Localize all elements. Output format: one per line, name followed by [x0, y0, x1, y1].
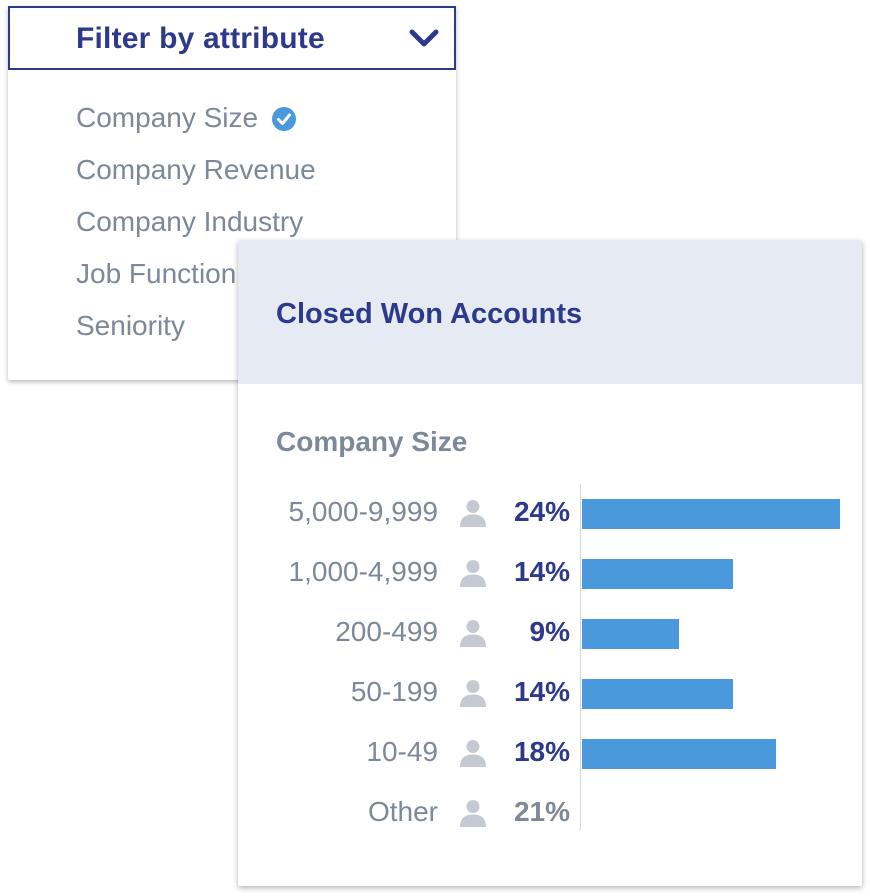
percent-label: 14% [513, 556, 570, 587]
card-title: Closed Won Accounts [276, 298, 583, 330]
filter-options-list: Company Size Company Revenue Company Ind… [76, 98, 316, 358]
category-label: 5,000-9,999 [288, 496, 438, 527]
percent-label: 21% [513, 796, 570, 827]
chart-row: 10-49 18% [238, 724, 862, 784]
filter-option-company-revenue[interactable]: Company Revenue [76, 150, 316, 202]
filter-option-company-industry[interactable]: Company Industry [76, 202, 316, 254]
bar [582, 619, 679, 649]
chart-row: 5,000-9,999 24% [238, 484, 862, 544]
filter-dropdown: Filter by attribute Company Size Company… [8, 6, 456, 380]
bar [582, 499, 840, 529]
chart-row: 1,000-4,999 14% [238, 544, 862, 604]
bar [582, 679, 733, 709]
percent-label: 9% [529, 616, 570, 647]
filter-option-label: Job Function [76, 258, 237, 289]
filter-option-company-size[interactable]: Company Size [76, 98, 316, 150]
company-size-bar-chart: 5,000-9,999 24% 1,000-4,999 14% 200-499 9% 50-… [238, 484, 862, 844]
category-label: 10-49 [366, 736, 438, 767]
person-icon [458, 498, 488, 528]
filter-option-label: Company Size [76, 102, 259, 133]
check-circle-icon [272, 107, 297, 131]
bar [582, 739, 776, 769]
card-header: Closed Won Accounts [238, 240, 862, 384]
bar [582, 559, 733, 589]
person-icon [458, 618, 488, 648]
category-label: 200-499 [335, 616, 438, 647]
filter-dropdown-toggle[interactable]: Filter by attribute [8, 6, 456, 70]
section-title: Company Size [276, 426, 468, 457]
chart-row: 200-499 9% [238, 604, 862, 664]
chevron-down-icon[interactable] [408, 26, 440, 50]
chart-row: Other 21% [238, 784, 862, 844]
filter-option-label: Company Revenue [76, 154, 316, 185]
person-icon [458, 558, 488, 588]
percent-label: 18% [513, 736, 570, 767]
closed-won-accounts-card: Closed Won Accounts Company Size 5,000-9… [238, 240, 862, 886]
filter-option-seniority[interactable]: Seniority [76, 306, 316, 358]
person-icon [458, 678, 488, 708]
category-label: 1,000-4,999 [288, 556, 438, 587]
filter-option-label: Seniority [76, 310, 185, 341]
percent-label: 14% [513, 676, 570, 707]
category-label: 50-199 [350, 676, 438, 707]
category-label: Other [367, 796, 438, 827]
person-icon [458, 798, 488, 828]
percent-label: 24% [513, 496, 570, 527]
filter-title: Filter by attribute [76, 22, 325, 55]
filter-option-label: Company Industry [76, 206, 304, 237]
person-icon [458, 738, 488, 768]
chart-row: 50-199 14% [238, 664, 862, 724]
filter-option-job-function[interactable]: Job Function [76, 254, 316, 306]
chart-axis-line [580, 484, 581, 830]
